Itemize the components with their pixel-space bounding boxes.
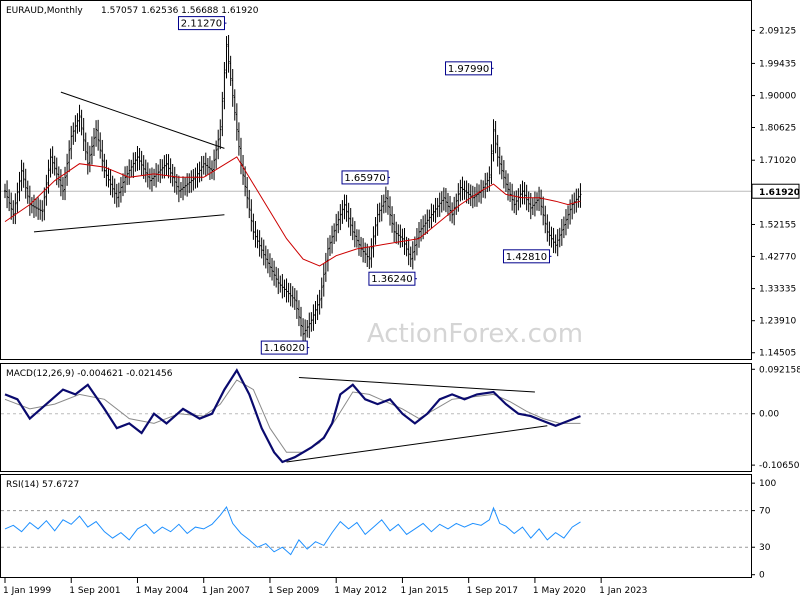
time-tick-label: 1 Jan 2023 [599, 586, 647, 596]
annotation-box [368, 271, 416, 286]
macd-axis: 0.092158 0.00 -0.106503 [751, 365, 800, 471]
macd-axis-tick-label: 0.092158 [759, 365, 800, 375]
ohlc-values: 1.57057 1.62536 1.56688 1.61920 [101, 6, 259, 16]
price-axis-tick-label: 1.33335 [759, 285, 796, 295]
time-axis: 1 Jan 1999 1 Sep 2001 1 May 2004 1 Jan 2007… [3, 578, 647, 596]
time-tick-label: 1 Sep 2009 [268, 586, 320, 596]
macd-title: MACD(12,26,9) -0.004621 -0.021456 [6, 369, 173, 379]
annotation-box [502, 249, 550, 264]
time-tick-label: 1 May 2012 [334, 586, 387, 596]
rsi-axis: 100 70 30 0 [751, 479, 776, 581]
time-tick-label: 1 May 2004 [135, 586, 188, 596]
rsi-axis-tick-label: 70 [759, 507, 771, 517]
annotation-label: 1.42810 [506, 252, 547, 263]
rsi-panel-frame [0, 474, 752, 578]
panel-frames [0, 0, 752, 578]
price-panel-frame [0, 0, 752, 360]
price-axis-tick-label: 1.52155 [759, 220, 796, 230]
rsi-layer [1, 505, 751, 556]
annotation-label: 1.36240 [371, 274, 412, 285]
macd-layer [1, 368, 751, 464]
price-axis: 2.09125 1.99435 1.90000 1.80625 1.71020 1.521… [751, 26, 800, 359]
price-axis-tick-label: 1.71020 [759, 156, 796, 166]
price-trendline [33, 214, 225, 233]
macd-trendline [298, 377, 535, 393]
price-axis-tick-label: 1.99435 [759, 59, 796, 69]
annotation-label: 1.16020 [264, 343, 305, 354]
time-tick-label: 1 Sep 2001 [69, 586, 120, 596]
rsi-line [4, 505, 581, 556]
annotation-label: 1.65970 [344, 173, 385, 184]
price-axis-tick-label: 1.14505 [759, 349, 796, 359]
macd-axis-tick-label: 0.00 [759, 410, 779, 420]
rsi-title: RSI(14) 57.6727 [6, 480, 79, 490]
price-axis-tick-label: 1.90000 [759, 92, 796, 102]
annotation-label: 1.97990 [448, 64, 489, 75]
time-tick-label: 1 Sep 2017 [467, 586, 518, 596]
rsi-axis-tick-label: 0 [759, 571, 765, 581]
time-tick-label: 1 Jan 2007 [202, 586, 250, 596]
price-axis-tick-label: 1.80625 [759, 124, 796, 134]
price-trendline [60, 91, 225, 149]
price-axis-tick-label: 1.42770 [759, 252, 796, 262]
price-axis-tick-label: 2.09125 [759, 26, 796, 36]
last-price-box [751, 183, 800, 199]
price-axis-tick-label: 1.23910 [759, 317, 796, 327]
annotation-box [445, 61, 493, 76]
macd-line [4, 368, 581, 464]
last-price-label: 1.61920 [759, 188, 800, 198]
rsi-axis-tick-label: 100 [759, 479, 776, 489]
rsi-axis-tick-label: 30 [759, 543, 771, 553]
annotation-box [260, 340, 308, 355]
price-layer: 2.11270 1.97990 1.65970 1.36240 1.42810 1.160… [1, 16, 751, 355]
annotation-box [341, 170, 389, 185]
time-tick-label: 1 May 2020 [533, 586, 586, 596]
time-tick-label: 1 Jan 1999 [3, 586, 51, 596]
macd-signal-line [4, 379, 581, 453]
annotation-box [177, 16, 225, 31]
price-bars [4, 34, 582, 345]
symbol-label: EURAUD,Monthly [6, 6, 83, 16]
macd-panel-frame [0, 363, 752, 472]
macd-axis-tick-label: -0.106503 [759, 461, 800, 471]
time-tick-label: 1 Jan 2015 [400, 586, 448, 596]
macd-trendline [286, 425, 548, 463]
watermark: ActionForex.com [367, 319, 583, 349]
annotation-label: 2.11270 [181, 19, 222, 30]
moving-average-line [4, 156, 581, 267]
